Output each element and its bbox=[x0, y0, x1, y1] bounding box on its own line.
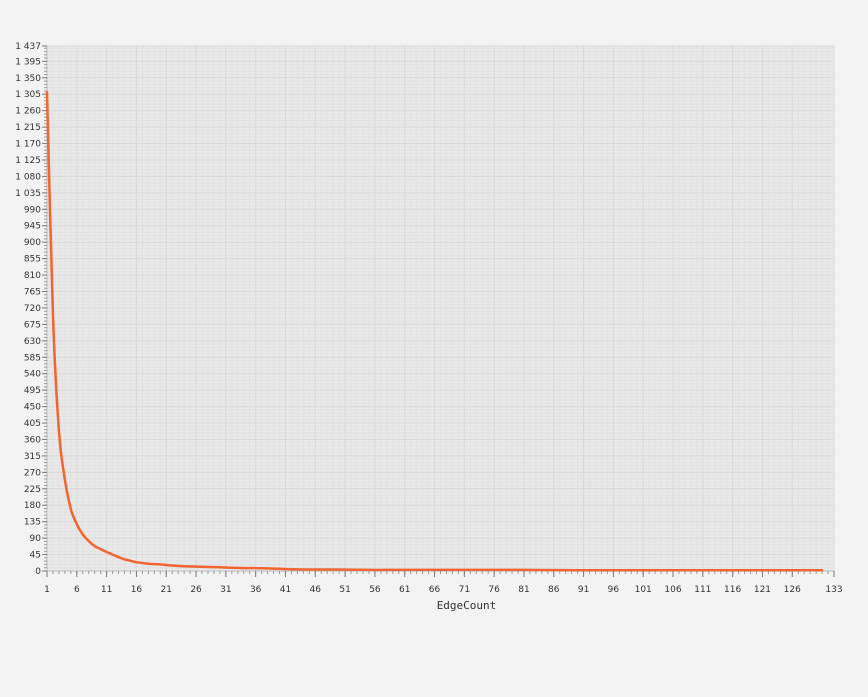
y-tick-label: 1 215 bbox=[15, 123, 41, 133]
y-tick-label: 450 bbox=[24, 403, 41, 413]
y-tick-label: 990 bbox=[24, 205, 41, 215]
x-tick-label: 16 bbox=[131, 585, 143, 595]
x-tick-label: 91 bbox=[578, 585, 589, 595]
x-tick-label: 56 bbox=[369, 585, 381, 595]
x-tick-label: 101 bbox=[635, 585, 652, 595]
y-tick-label: 810 bbox=[24, 271, 41, 281]
y-tick-label: 540 bbox=[24, 370, 41, 380]
x-tick-label: 51 bbox=[339, 585, 350, 595]
y-tick-label: 1 350 bbox=[15, 74, 41, 84]
y-tick-label: 1 035 bbox=[15, 189, 41, 199]
x-tick-label: 31 bbox=[220, 585, 231, 595]
x-tick-label: 106 bbox=[664, 585, 681, 595]
x-tick-label: 66 bbox=[429, 585, 441, 595]
y-tick-label: 225 bbox=[24, 485, 41, 495]
x-tick-label: 26 bbox=[190, 585, 202, 595]
x-tick-label: 126 bbox=[784, 585, 801, 595]
grid bbox=[46, 45, 835, 572]
y-tick-label: 630 bbox=[24, 337, 41, 347]
x-tick-label: 41 bbox=[280, 585, 291, 595]
y-tick-label: 45 bbox=[30, 551, 41, 561]
y-tick-label: 90 bbox=[30, 534, 42, 544]
y-tick-label: 945 bbox=[24, 222, 41, 232]
x-tick-label: 96 bbox=[608, 585, 620, 595]
x-tick-label: 121 bbox=[754, 585, 771, 595]
y-tick-label: 360 bbox=[24, 435, 41, 445]
x-tick-label: 86 bbox=[548, 585, 560, 595]
x-tick-label: 71 bbox=[459, 585, 470, 595]
x-tick-label: 36 bbox=[250, 585, 262, 595]
y-tick-label: 1 395 bbox=[15, 57, 41, 67]
y-tick-label: 585 bbox=[24, 353, 41, 363]
x-tick-label: 133 bbox=[825, 585, 842, 595]
y-tick-label: 405 bbox=[24, 419, 41, 429]
y-tick-label: 900 bbox=[24, 238, 41, 248]
y-tick-label: 1 080 bbox=[15, 172, 41, 182]
x-axis-title: EdgeCount bbox=[437, 599, 497, 612]
x-tick-label: 46 bbox=[310, 585, 322, 595]
x-tick-label: 111 bbox=[694, 585, 711, 595]
y-tick-label: 720 bbox=[24, 304, 41, 314]
y-tick-label: 315 bbox=[24, 452, 41, 462]
y-tick-label: 495 bbox=[24, 386, 41, 396]
x-tick-label: 11 bbox=[101, 585, 112, 595]
y-tick-label: 180 bbox=[24, 501, 41, 511]
y-tick-label: 270 bbox=[24, 468, 41, 478]
x-tick-label: 1 bbox=[44, 585, 50, 595]
y-tick-label: 1 260 bbox=[15, 107, 41, 117]
y-tick-label: 1 125 bbox=[15, 156, 41, 166]
x-tick-label: 81 bbox=[518, 585, 529, 595]
x-tick-label: 116 bbox=[724, 585, 741, 595]
x-tick-label: 61 bbox=[399, 585, 410, 595]
y-tick-label: 135 bbox=[24, 518, 41, 528]
y-tick-label: 765 bbox=[24, 288, 41, 298]
y-tick-label: 855 bbox=[24, 255, 41, 265]
y-tick-label: 0 bbox=[35, 567, 41, 577]
series-layer bbox=[45, 91, 824, 572]
series-line bbox=[45, 91, 824, 572]
x-tick-label: 6 bbox=[74, 585, 80, 595]
y-tick-label: 1 170 bbox=[15, 140, 41, 150]
y-tick-label: 1 437 bbox=[15, 42, 41, 52]
x-tick-label: 76 bbox=[488, 585, 500, 595]
y-tick-label: 1 305 bbox=[15, 90, 41, 100]
x-tick-label: 21 bbox=[161, 585, 172, 595]
y-tick-label: 675 bbox=[24, 320, 41, 330]
